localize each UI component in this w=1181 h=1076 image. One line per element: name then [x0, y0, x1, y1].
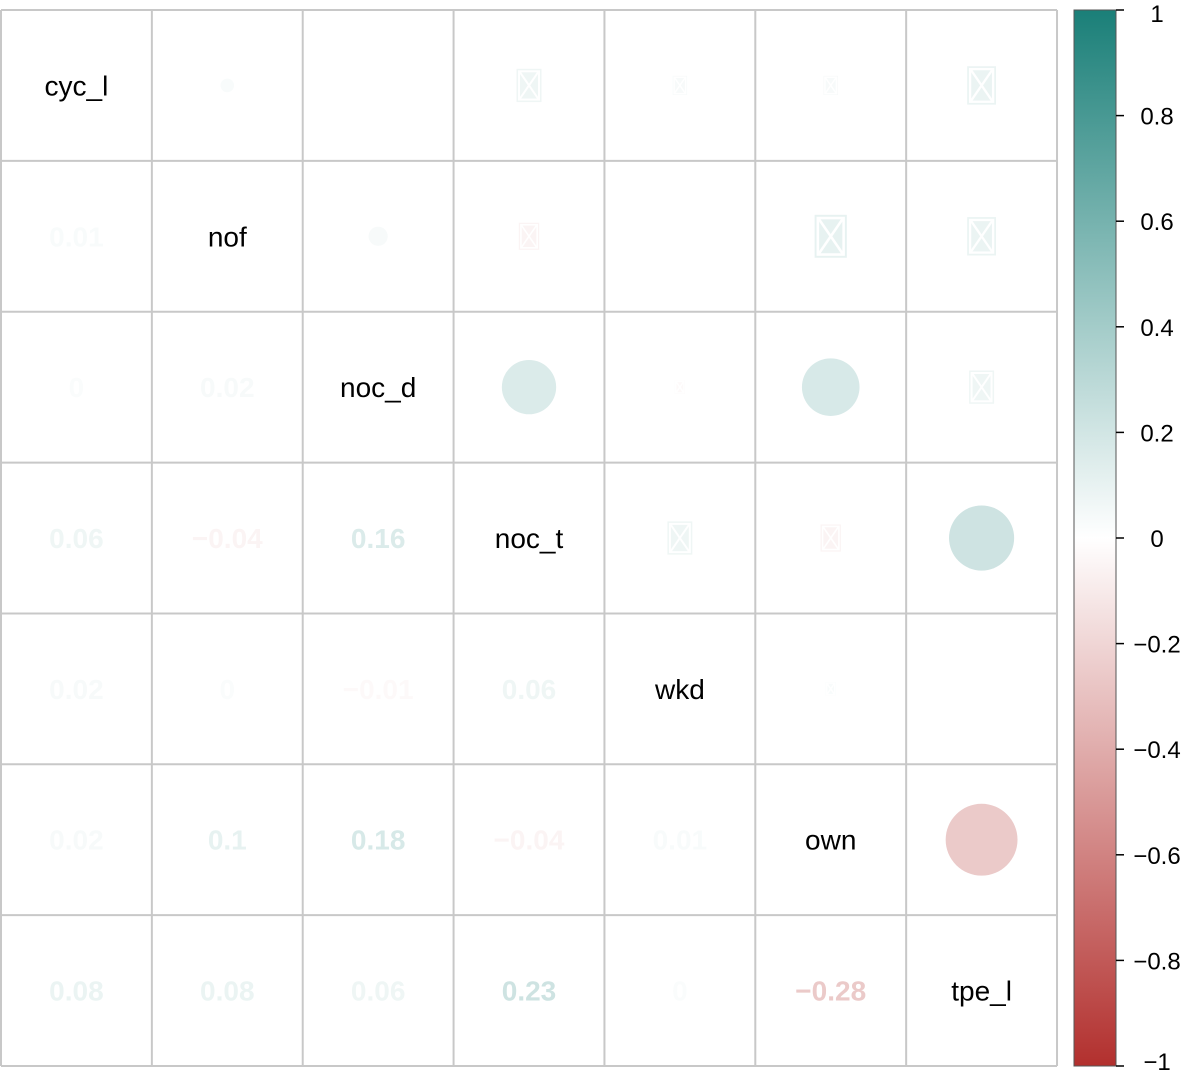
corr-mark-cyc_l-tpe_l [967, 66, 996, 105]
coef-label-noc_t-noc_d: 0.16 [351, 523, 406, 554]
colorbar-tick-label: −0.4 [1133, 737, 1180, 764]
coef-label-tpe_l-noc_d: 0.06 [351, 976, 406, 1007]
corr-mark-nof-tpe_l [967, 217, 996, 256]
colorbar-legend: 1 0.8 0.6 0.4 0.2 0 −0.2 −0.4 −0.6 −0.8 −1 [1073, 1, 1181, 1076]
coef-label-tpe_l-own: −0.28 [795, 976, 866, 1007]
coef-label-tpe_l-wkd: 0 [672, 976, 688, 1007]
coef-label-own-wkd: 0.01 [653, 825, 708, 856]
coef-label-own-noc_d: 0.18 [351, 825, 406, 856]
colorbar-tick-label: −1 [1143, 1049, 1170, 1076]
colorbar-tick-label: −0.2 [1133, 632, 1180, 659]
corr-mark-nof-noc_t [518, 222, 540, 250]
corr-mark-noc_t-tpe_l [949, 505, 1015, 571]
corr-mark-noc_d-noc_t [501, 359, 557, 415]
coef-label-tpe_l-nof: 0.08 [200, 976, 255, 1007]
colorbar-tick-label: 0.6 [1140, 209, 1173, 236]
diagonal-label-nof: nof [208, 221, 247, 252]
colorbar-tick-label: 0 [1150, 526, 1163, 553]
coef-label-own-cyc_l: 0.02 [49, 825, 104, 856]
coef-label-wkd-nof: 0 [220, 674, 236, 705]
colorbar-tick-label: −0.8 [1133, 948, 1180, 975]
matrix-cells: cyc_l 0.01 nof 0 0.02 noc_d 0.06 −0.04 0.16 noc_t… [45, 66, 1018, 1007]
coef-label-wkd-noc_t: 0.06 [502, 674, 557, 705]
coef-label-noc_d-cyc_l: 0 [69, 372, 85, 403]
diagonal-label-cyc_l: cyc_l [45, 70, 109, 101]
corr-mark-noc_d-wkd [674, 380, 685, 394]
diagonal-label-own: own [805, 825, 856, 856]
colorbar-gradient [1073, 9, 1117, 1067]
colorbar-tick-label: 0.2 [1140, 420, 1173, 447]
matrix-gridlines [0, 9, 1059, 1068]
corr-mark-nof-noc_d [368, 226, 388, 246]
coef-label-wkd-noc_d: −0.01 [343, 674, 414, 705]
coef-label-tpe_l-cyc_l: 0.08 [49, 976, 104, 1007]
corr-mark-cyc_l-noc_t [516, 68, 542, 103]
coef-label-nof-cyc_l: 0.01 [49, 221, 104, 252]
diagonal-label-tpe_l: tpe_l [951, 976, 1012, 1007]
colorbar-tick-label: 0.4 [1140, 315, 1173, 342]
corr-mark-cyc_l-nof [220, 78, 235, 93]
coef-label-noc_t-cyc_l: 0.06 [49, 523, 104, 554]
corr-mark-cyc_l-wkd [672, 75, 688, 96]
corr-mark-noc_t-own [820, 524, 841, 552]
coef-label-noc_d-nof: 0.02 [200, 372, 255, 403]
corr-mark-noc_d-tpe_l [969, 370, 995, 404]
colorbar-tick-label: 1 [1150, 1, 1163, 28]
diagonal-label-wkd: wkd [654, 674, 705, 705]
diagonal-label-noc_t: noc_t [495, 523, 564, 554]
coef-label-noc_t-nof: −0.04 [192, 523, 263, 554]
corr-mark-noc_t-wkd [667, 521, 693, 555]
corr-mark-own-tpe_l [945, 803, 1018, 876]
corr-mark-nof-own [814, 214, 847, 258]
coef-label-wkd-cyc_l: 0.02 [49, 674, 104, 705]
colorbar-tick-label: 0.8 [1140, 104, 1173, 131]
colorbar-tick-label: −0.6 [1133, 843, 1180, 870]
corr-mark-wkd-own [825, 682, 836, 696]
corr-mark-noc_d-own [801, 358, 860, 416]
coef-label-own-noc_t: −0.04 [494, 825, 565, 856]
coef-label-own-nof: 0.1 [208, 825, 247, 856]
diagonal-label-noc_d: noc_d [340, 372, 416, 403]
coef-label-tpe_l-noc_t: 0.23 [502, 976, 557, 1007]
corr-mark-cyc_l-own [823, 75, 838, 96]
